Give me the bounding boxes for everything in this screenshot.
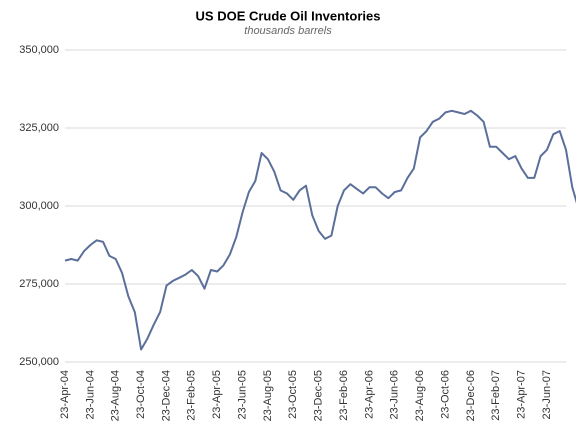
x-tick-label: 23-Apr-06 [363, 370, 375, 419]
x-tick-label: 23-Aug-06 [414, 370, 426, 421]
x-tick-label: 23-Apr-04 [59, 370, 71, 419]
y-tick-label: 350,000 [19, 44, 59, 56]
x-tick-label: 23-Jun-07 [541, 370, 553, 420]
x-tick-label: 23-Aug-05 [262, 370, 274, 421]
x-tick-label: 23-Oct-06 [439, 370, 451, 419]
x-tick-label: 23-Feb-05 [186, 370, 198, 421]
x-tick-label: 23-Dec-04 [160, 370, 172, 421]
chart-title: US DOE Crude Oil Inventories [196, 8, 381, 23]
y-tick-label: 300,000 [19, 200, 59, 212]
x-tick-label: 23-Jun-05 [236, 370, 248, 420]
x-tick-label: 23-Aug-04 [110, 370, 122, 421]
x-tick-label: 23-Dec-05 [313, 370, 325, 421]
x-tick-label: 23-Jun-06 [389, 370, 401, 420]
y-tick-label: 325,000 [19, 122, 59, 134]
x-tick-label: 23-Feb-06 [338, 370, 350, 421]
x-tick-label: 23-Oct-04 [135, 370, 147, 419]
x-tick-label: 23-Apr-05 [211, 370, 223, 419]
chart-subtitle: thousands barrels [244, 25, 332, 37]
x-tick-label: 23-Jun-04 [84, 370, 96, 420]
x-tick-label: 23-Apr-07 [516, 370, 528, 419]
y-tick-label: 250,000 [19, 356, 59, 368]
y-tick-label: 275,000 [19, 278, 59, 290]
data-line [64, 109, 576, 351]
x-tick-label: 23-Oct-05 [287, 370, 299, 419]
x-tick-label: 23-Feb-07 [490, 370, 502, 421]
x-tick-label: 23-Dec-06 [465, 370, 477, 421]
